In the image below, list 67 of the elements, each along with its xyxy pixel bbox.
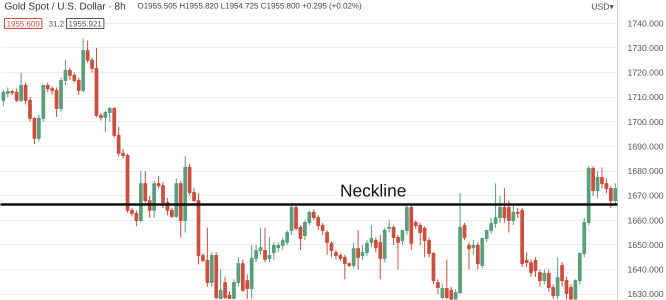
- candlestick: [356, 230, 360, 270]
- candlestick: [511, 205, 516, 226]
- y-tick-label: 1740.000: [628, 18, 664, 28]
- annotation: 31.2: [48, 20, 65, 28]
- candlestick: [46, 82, 50, 93]
- y-tick-label: 1660.000: [628, 215, 664, 226]
- candlestick: [268, 237, 272, 263]
- candlestick: [613, 182, 618, 206]
- candlestick: [370, 224, 374, 248]
- chart-title: Gold Spot / U.S. Dollar · 8h: [4, 2, 126, 12]
- candlestick: [108, 106, 112, 122]
- y-tick-label: 1730.000: [628, 43, 664, 53]
- candlestick: [546, 268, 551, 292]
- candlestick: [608, 185, 613, 208]
- candlestick: [285, 230, 290, 246]
- candlestick: [502, 188, 506, 224]
- y-axis-title: USD▾: [591, 2, 615, 12]
- candlestick: [54, 86, 58, 118]
- candlestick: [538, 268, 542, 288]
- candlestick: [542, 268, 546, 285]
- candlestick: [418, 222, 422, 246]
- candlestick: [462, 222, 466, 240]
- y-tick-label: 1630.000: [628, 289, 664, 300]
- annotation: O1955.505 H1955.820 L1954.725 C1955.800 +0.295 (+0.02%): [138, 2, 362, 10]
- candlestick: [334, 249, 338, 260]
- y-tick-label: 1640.000: [628, 264, 664, 274]
- candlestick: [276, 242, 280, 253]
- candlestick: [68, 67, 72, 80]
- y-tick-label: 1710.000: [628, 92, 664, 102]
- candlestick: [449, 286, 454, 300]
- candlestick: [325, 230, 329, 256]
- candlestick: [352, 242, 356, 269]
- candlestick: [591, 166, 595, 196]
- candlestick: [330, 240, 334, 258]
- annotation: 1955.921: [68, 20, 102, 28]
- candlestick: [272, 242, 276, 260]
- candlestick: [205, 227, 210, 288]
- candlestick: [6, 86, 10, 98]
- ref-line-label: Neckline: [340, 180, 406, 201]
- candlestick: [218, 268, 223, 300]
- y-tick-label: 1670.000: [628, 190, 664, 201]
- y-tick-label: 1700.000: [628, 116, 664, 127]
- candlestick: [467, 242, 471, 270]
- annotation: 1955.609: [6, 20, 40, 28]
- candlestick: [103, 110, 108, 132]
- candlestick: [387, 220, 392, 234]
- candlestick: [436, 278, 440, 295]
- candlestick: [506, 200, 511, 234]
- candlestick: [444, 259, 449, 300]
- candlestick: [19, 72, 23, 103]
- candlestick: [440, 284, 444, 300]
- candlestick: [14, 88, 19, 103]
- y-tick-label: 1650.000: [628, 240, 664, 250]
- candlestick: [472, 239, 476, 256]
- candlestick: [556, 256, 560, 300]
- candlestick: [290, 202, 294, 236]
- y-tick-label: 1690.000: [628, 141, 664, 152]
- candlestick: [76, 77, 81, 96]
- y-tick-label: 1680.000: [628, 166, 664, 176]
- candlestick: [596, 170, 600, 199]
- candlestick: [263, 227, 267, 263]
- candlestick: [316, 214, 320, 231]
- candlestick: [476, 242, 480, 270]
- candlestick: [342, 254, 347, 280]
- candlestick: [378, 234, 382, 280]
- candlestick: [2, 90, 6, 106]
- y-tick-label: 1720.000: [628, 68, 664, 78]
